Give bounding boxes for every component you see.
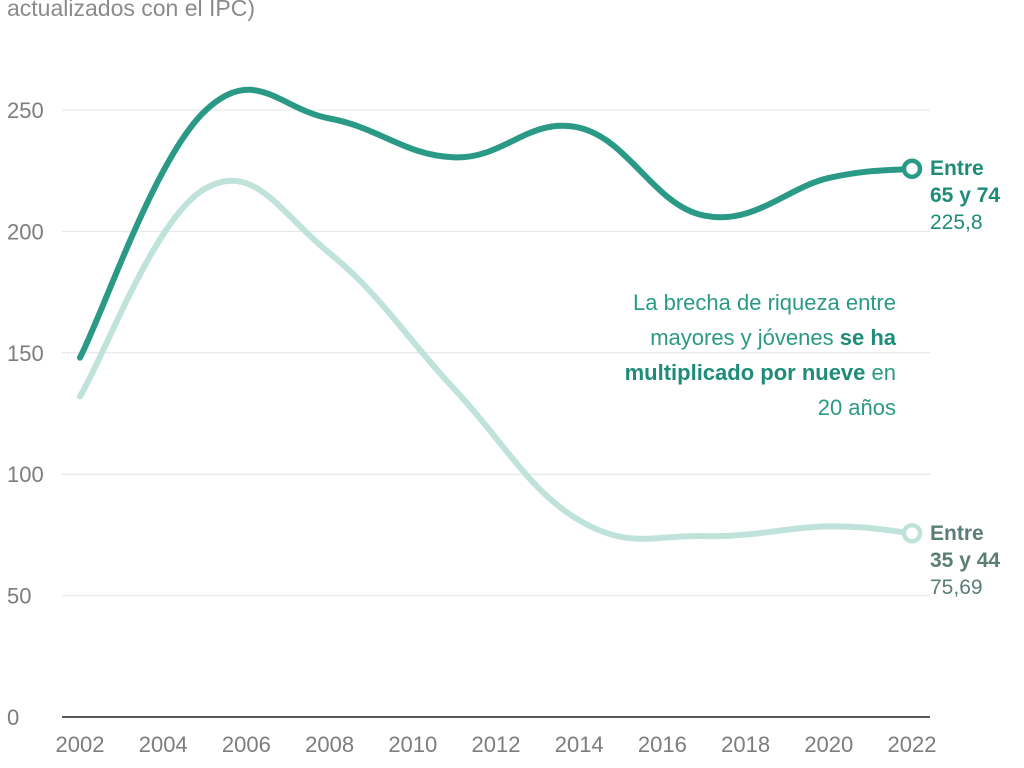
series-end-markers	[901, 158, 923, 544]
grid	[62, 109, 930, 718]
annotation-line-3-bold: multiplicado por nueve	[624, 360, 866, 385]
x-tick-label: 2004	[139, 732, 188, 757]
end-value-65-74: 225,8	[930, 211, 983, 234]
y-tick-label: 250	[7, 98, 44, 123]
x-tick-label: 2022	[888, 732, 937, 757]
x-tick-label: 2008	[305, 732, 354, 757]
y-axis: 0 50 100 150 200 250	[7, 98, 44, 730]
annotation-line-1: La brecha de riqueza entre	[633, 290, 896, 315]
y-tick-label: 100	[7, 462, 44, 487]
annotation-line-2: mayores y jóvenes se ha	[516, 320, 896, 355]
x-tick-label: 2020	[804, 732, 853, 757]
chart-annotation: La brecha de riqueza entre mayores y jóv…	[516, 285, 896, 425]
x-tick-label: 2002	[56, 732, 105, 757]
end-label-65-74: Entre 65 y 74 225,8	[930, 155, 1000, 236]
x-tick-label: 2006	[222, 732, 271, 757]
series-line-65-74	[77, 86, 915, 361]
subtitle-line-2: actualizados con el IPC)	[7, 0, 256, 21]
annotation-line-2-bold: se ha	[839, 325, 896, 350]
x-tick-label: 2010	[388, 732, 437, 757]
end-label-35-44-line1: Entre	[930, 522, 984, 545]
series-lines	[77, 86, 915, 542]
y-tick-label: 0	[7, 705, 19, 730]
annotation-line-3-text: en	[865, 360, 896, 385]
annotation-line-3: multiplicado por nueve en	[516, 355, 896, 390]
x-tick-label: 2016	[638, 732, 687, 757]
y-tick-label: 50	[7, 584, 31, 609]
end-label-65-74-line1: Entre	[930, 157, 984, 180]
end-value-35-44: 75,69	[930, 576, 983, 599]
series-line-35-44	[77, 177, 915, 542]
y-tick-label: 150	[7, 341, 44, 366]
x-tick-label: 2018	[721, 732, 770, 757]
x-tick-label: 2014	[555, 732, 604, 757]
end-label-35-44: Entre 35 y 44 75,69	[930, 520, 1000, 601]
end-label-35-44-line2: 35 y 44	[930, 549, 1001, 572]
end-label-65-74-line2: 65 y 74	[930, 184, 1001, 207]
y-tick-label: 200	[7, 219, 44, 244]
chart-subtitle: actualizados con el IPC)	[7, 0, 255, 25]
x-axis: 2002 2004 2006 2008 2010 2012 2014 2016 2018 2020…	[56, 732, 937, 757]
annotation-line-2-text: mayores y jóvenes	[650, 325, 840, 350]
end-marker-35-44	[901, 522, 923, 544]
annotation-line-4: 20 años	[817, 395, 896, 420]
x-tick-label: 2012	[472, 732, 521, 757]
end-marker-65-74	[901, 158, 923, 180]
